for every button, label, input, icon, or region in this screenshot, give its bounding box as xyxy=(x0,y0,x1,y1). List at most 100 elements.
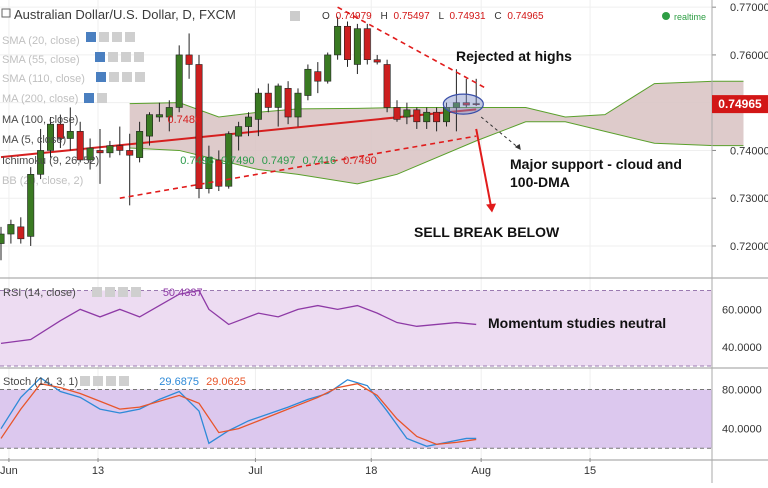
candle-body xyxy=(165,107,173,118)
annotation-momentum: Momentum studies neutral xyxy=(488,315,666,331)
legend-ma5[interactable]: MA (5, close) xyxy=(2,134,66,146)
legend-ichimoku-v5: 0.7490 xyxy=(343,155,377,167)
stoch-d-line xyxy=(0,382,477,445)
rsi-more-icon[interactable] xyxy=(118,287,128,297)
rsi-label: RSI (14, close) 50.4337 xyxy=(3,287,203,299)
candle-body xyxy=(126,150,134,156)
legend-more-icon[interactable] xyxy=(112,32,122,42)
stoch-k-value: 29.6875 xyxy=(159,376,199,388)
ohlc-low-key: L xyxy=(438,11,444,22)
rsi-gear-icon[interactable] xyxy=(105,287,115,297)
annotation-support-2: 100-DMA xyxy=(510,174,570,190)
stoch-more-icon[interactable] xyxy=(106,376,116,386)
candle-body xyxy=(373,59,381,63)
candle-body xyxy=(284,88,292,118)
candle-body xyxy=(245,116,253,127)
candle-body xyxy=(155,114,163,118)
candles xyxy=(0,16,480,261)
rsi-close-icon[interactable] xyxy=(131,287,141,297)
legend-sma3[interactable]: SMA (110, close) xyxy=(2,73,85,85)
candle-body xyxy=(413,109,421,123)
legend-ichimoku-v4: 0.7416 xyxy=(302,155,336,167)
legend-bb[interactable]: BB (20, close, 2) xyxy=(2,175,83,187)
ohlc-open-key: O xyxy=(322,11,330,22)
candle-body xyxy=(205,157,213,189)
legend-eye-icon[interactable] xyxy=(96,72,106,82)
candle-body xyxy=(403,109,411,118)
candle-body xyxy=(324,54,332,82)
candle-body xyxy=(343,25,351,60)
legend-eye-icon[interactable] xyxy=(86,32,96,42)
legend-ma100[interactable]: MA (100, close) 0.7486 xyxy=(2,114,201,126)
time-tick-label: 15 xyxy=(584,465,596,477)
price-tag-text: 0.74965 xyxy=(718,97,762,111)
legend-more-icon[interactable] xyxy=(122,72,132,82)
candle-body xyxy=(46,123,54,151)
ohlc-close-key: C xyxy=(494,11,501,22)
cloud-fill xyxy=(129,81,744,184)
legend-close-icon[interactable] xyxy=(125,32,135,42)
candle-body xyxy=(235,126,243,137)
candle-body xyxy=(17,226,25,240)
candle-body xyxy=(66,131,74,139)
legend-sma2[interactable]: SMA (55, close) xyxy=(2,54,80,66)
support-trendline xyxy=(119,135,477,199)
rsi-tick-label: 40.0000 xyxy=(722,342,762,354)
legend-close-icon[interactable] xyxy=(135,72,145,82)
chart-menu-icon[interactable] xyxy=(1,8,11,18)
stoch-label-name: Stoch (14, 3, 1) xyxy=(3,376,78,388)
stoch-close-icon[interactable] xyxy=(119,376,129,386)
rsi-line xyxy=(0,289,477,344)
rsi-plot xyxy=(0,289,712,367)
annotation-sell: SELL BREAK BELOW xyxy=(414,224,560,240)
header-eye-icon[interactable] xyxy=(290,11,300,21)
legend-eye-icon[interactable] xyxy=(84,93,94,103)
legend-gear-icon[interactable] xyxy=(99,32,109,42)
ohlc-high-key: H xyxy=(381,11,388,22)
candle-body xyxy=(363,28,371,60)
chart-title: Australian Dollar/U.S. Dollar, D, FXCM xyxy=(14,7,236,22)
legend-sma4[interactable]: MA (200, close) xyxy=(2,93,78,105)
candle-body xyxy=(56,123,64,139)
ohlc-close-value: 0.74965 xyxy=(507,11,544,22)
price-tick-label: 0.77000 xyxy=(730,2,768,14)
rsi-eye-icon[interactable] xyxy=(92,287,102,297)
stoch-gear-icon[interactable] xyxy=(93,376,103,386)
legend-gear-icon[interactable] xyxy=(109,72,119,82)
legend-ichimoku-v2: 0.7490 xyxy=(221,155,255,167)
candle-body xyxy=(96,150,104,154)
legend-ichimoku[interactable]: Ichimoku (9, 26, 52) 0.7498 0.7490 0.749… xyxy=(2,155,377,167)
resistance-trendline xyxy=(337,6,487,90)
rsi-band xyxy=(0,290,712,366)
candle-body xyxy=(472,103,480,105)
legend-close-icon[interactable] xyxy=(134,52,144,62)
legend-ma100-label: MA (100, close) xyxy=(2,114,78,126)
header-eye-icon-box[interactable] xyxy=(290,11,300,21)
candle-body xyxy=(254,92,262,120)
legend-controls xyxy=(84,32,145,103)
price-tick-label: 0.74000 xyxy=(730,145,768,157)
legend-gear-icon[interactable] xyxy=(97,93,107,103)
candle-body xyxy=(433,111,441,123)
legend-ichimoku-label: Ichimoku (9, 26, 52) xyxy=(2,155,99,167)
candle-body xyxy=(304,68,312,96)
legend-more-icon[interactable] xyxy=(121,52,131,62)
legend-gear-icon[interactable] xyxy=(108,52,118,62)
candle-body xyxy=(294,92,302,118)
stoch-tick-label: 40.0000 xyxy=(722,424,762,436)
stoch-eye-icon[interactable] xyxy=(80,376,90,386)
time-tick-label: 18 xyxy=(365,465,377,477)
candle-body xyxy=(314,71,322,82)
candle-body xyxy=(175,54,183,108)
annotation-rejected: Rejected at highs xyxy=(456,48,572,64)
legend-eye-icon[interactable] xyxy=(95,52,105,62)
candle-body xyxy=(442,107,450,123)
annotation-support-1: Major support - cloud and xyxy=(510,156,682,172)
indicator-legend: SMA (20, close) SMA (55, close) SMA (110… xyxy=(2,35,85,105)
legend-sma1[interactable]: SMA (20, close) xyxy=(2,35,80,47)
stoch-d-value: 29.0625 xyxy=(206,376,246,388)
sell-arrow-head xyxy=(486,203,497,213)
ohlc-readout: O 0.74979 H 0.75497 L 0.74931 C 0.74965 xyxy=(322,11,544,22)
price-tick-label: 0.73000 xyxy=(730,193,768,205)
